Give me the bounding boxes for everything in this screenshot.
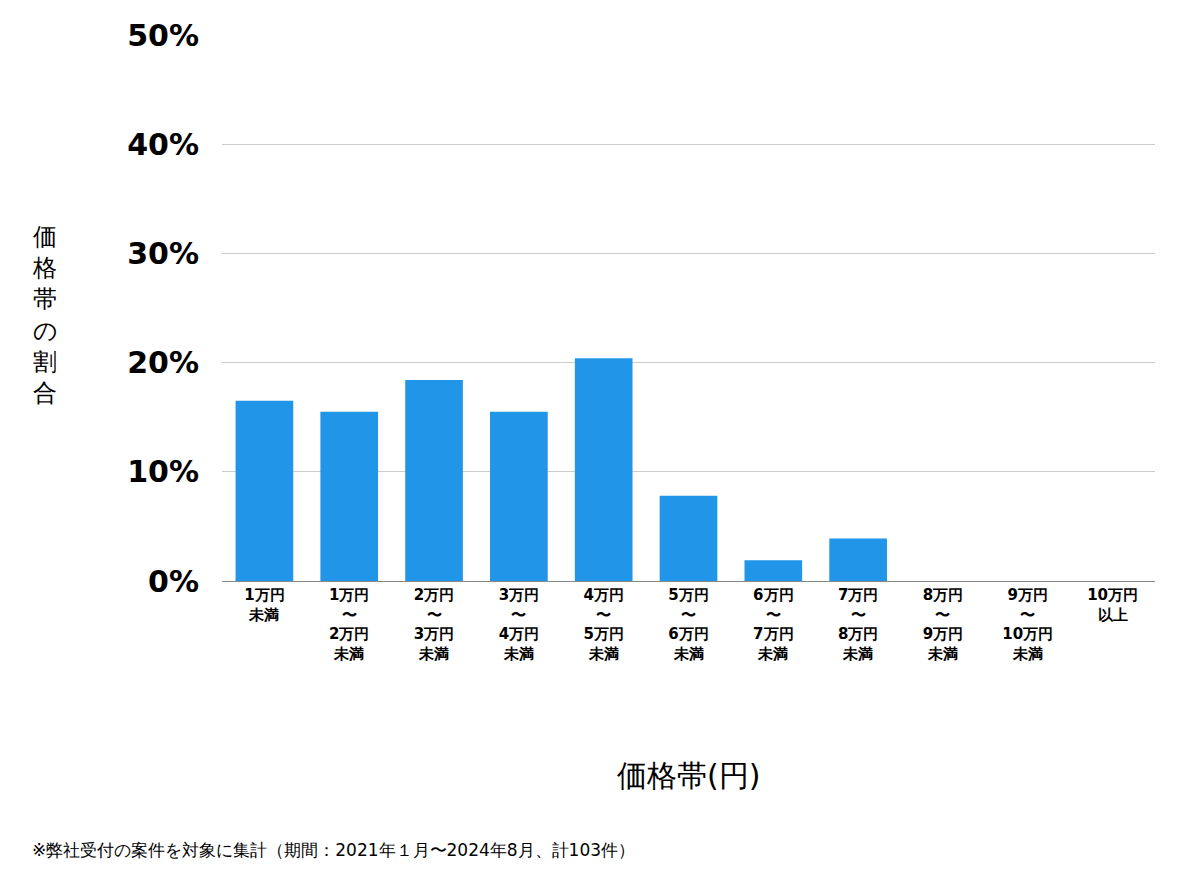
svg-text:4万円〜5万円未満: 4万円〜5万円未満 — [583, 586, 623, 663]
svg-text:価格帯(円): 価格帯(円) — [617, 758, 760, 793]
svg-text:3万円〜4万円未満: 3万円〜4万円未満 — [499, 586, 539, 663]
svg-text:10%: 10% — [127, 454, 199, 489]
svg-text:6万円〜7万円未満: 6万円〜7万円未満 — [753, 586, 793, 663]
svg-text:価格帯の割合: 価格帯の割合 — [32, 223, 58, 407]
svg-text:1万円未満: 1万円未満 — [244, 586, 284, 624]
svg-text:30%: 30% — [127, 236, 199, 271]
svg-text:7万円〜8万円未満: 7万円〜8万円未満 — [838, 586, 878, 663]
svg-text:50%: 50% — [127, 18, 199, 53]
svg-text:10万円以上: 10万円以上 — [1087, 586, 1138, 624]
svg-text:1万円〜2万円未満: 1万円〜2万円未満 — [329, 586, 369, 663]
svg-text:40%: 40% — [127, 127, 199, 162]
svg-text:8万円〜9万円未満: 8万円〜9万円未満 — [923, 586, 963, 663]
svg-text:5万円〜6万円未満: 5万円〜6万円未満 — [668, 586, 708, 663]
svg-text:9万円〜10万円未満: 9万円〜10万円未満 — [1002, 586, 1053, 663]
svg-text:20%: 20% — [127, 345, 199, 380]
svg-text:0%: 0% — [148, 564, 199, 599]
svg-text:※弊社受付の案件を対象に集計（期間：2021年１月〜2024: ※弊社受付の案件を対象に集計（期間：2021年１月〜2024年8月、計103件） — [32, 840, 635, 860]
svg-text:2万円〜3万円未満: 2万円〜3万円未満 — [414, 586, 454, 663]
